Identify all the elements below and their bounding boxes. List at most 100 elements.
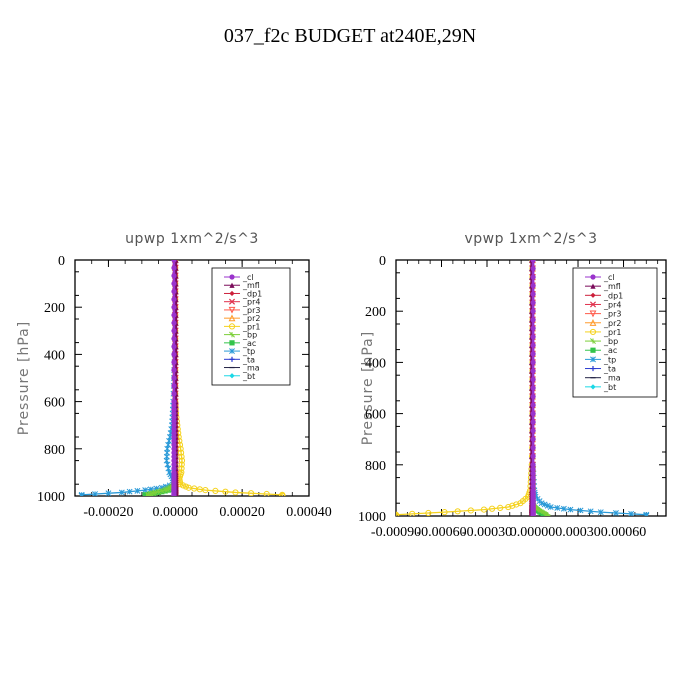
panel-title: vpwp 1xm^2/s^3 <box>464 231 597 247</box>
legend-marker <box>589 310 597 318</box>
data-point <box>628 510 635 516</box>
data-point <box>171 336 177 342</box>
data-point <box>517 500 524 507</box>
legend-marker <box>229 356 235 362</box>
legend-label: _tp <box>242 347 255 356</box>
data-point <box>134 487 141 494</box>
legend-marker <box>590 365 596 372</box>
x-tick-label: 0.00020 <box>219 505 265 520</box>
legend-label: _pr2 <box>603 319 621 328</box>
data-point <box>171 304 177 310</box>
data-point <box>530 376 536 383</box>
data-point <box>547 504 554 510</box>
legend-box <box>572 267 658 398</box>
x-tick-label: 0.00000 <box>153 505 199 520</box>
legend-marker <box>589 328 597 336</box>
y-axis-label: Pressure [hPa] <box>360 331 376 445</box>
data-point <box>171 446 177 452</box>
data-point <box>177 449 185 456</box>
data-point <box>171 265 177 271</box>
data-point <box>530 411 536 417</box>
data-point <box>171 402 177 409</box>
legend-marker <box>590 283 596 289</box>
y-tick-label: 400 <box>365 356 386 371</box>
data-point <box>554 504 561 511</box>
series-group <box>396 260 650 516</box>
data-point <box>560 505 567 512</box>
data-point <box>530 351 536 357</box>
data-point <box>544 513 551 516</box>
data-point <box>171 391 177 397</box>
legend-marker <box>229 274 235 280</box>
data-point <box>179 482 187 489</box>
data-point <box>530 453 536 459</box>
data-point <box>480 506 488 513</box>
data-point <box>530 368 536 374</box>
data-point <box>142 493 148 496</box>
legend-label: _pr2 <box>242 314 260 323</box>
y-tick-label: 200 <box>365 305 386 320</box>
data-point <box>454 508 461 515</box>
legend-label: _bp <box>603 337 618 346</box>
data-point <box>577 507 584 514</box>
data-point <box>530 462 536 468</box>
series-line <box>144 260 176 496</box>
data-point <box>222 488 229 495</box>
series-pr1 <box>396 260 536 516</box>
legend-label: _pr3 <box>603 310 621 319</box>
data-point <box>178 465 185 472</box>
legend-marker <box>589 319 597 326</box>
data-point <box>232 489 239 496</box>
data-point <box>118 489 125 496</box>
data-point <box>530 513 536 516</box>
panel-2: vpwp 1xm^2/s^3 Pressure [hPa] 0 200 400 600 80… <box>358 231 667 540</box>
data-point <box>530 283 536 289</box>
data-point <box>171 383 177 389</box>
legend-marker <box>229 282 235 288</box>
y-tick-label: 800 <box>44 443 65 458</box>
data-point <box>530 436 536 442</box>
legend-label: _ma <box>603 374 621 383</box>
data-point <box>171 359 177 365</box>
series-line <box>81 260 176 496</box>
data-point <box>145 493 152 496</box>
data-point <box>171 288 177 295</box>
data-point <box>441 509 448 516</box>
data-point <box>488 505 496 512</box>
legend-marker <box>228 298 236 305</box>
data-point <box>425 509 432 516</box>
data-point <box>171 320 177 326</box>
data-point <box>530 260 536 263</box>
legend-label: _bt <box>242 372 255 381</box>
data-point <box>171 458 177 464</box>
data-point <box>530 325 536 331</box>
data-point <box>171 461 177 468</box>
data-point <box>171 465 177 472</box>
legend-label: _dp1 <box>603 291 623 300</box>
legend-marker <box>590 274 596 280</box>
data-point <box>171 367 177 373</box>
data-point <box>530 475 536 481</box>
y-tick-label: 200 <box>44 301 65 316</box>
series-cl <box>530 260 536 516</box>
data-point <box>155 488 162 495</box>
y-tick-label: 0 <box>58 254 65 269</box>
data-point <box>541 501 548 508</box>
legend-label: _pr4 <box>603 300 621 309</box>
data-point <box>178 457 186 464</box>
legend-label: _ta <box>242 355 255 364</box>
data-point <box>247 490 255 496</box>
series-cl <box>171 260 177 496</box>
data-point <box>538 500 545 507</box>
legend-label: _pr3 <box>242 306 260 315</box>
data-point <box>171 450 177 456</box>
data-point <box>530 393 536 400</box>
legend-marker <box>590 384 596 390</box>
y-tick-label: 800 <box>365 459 386 474</box>
data-point <box>171 328 177 334</box>
legend-label: _ac <box>242 339 256 348</box>
panel-1: upwp 1xm^2/s^3 Pressure [hPa] 0 200 400 600 80… <box>16 231 332 520</box>
data-point <box>530 342 536 348</box>
data-point <box>171 260 177 263</box>
